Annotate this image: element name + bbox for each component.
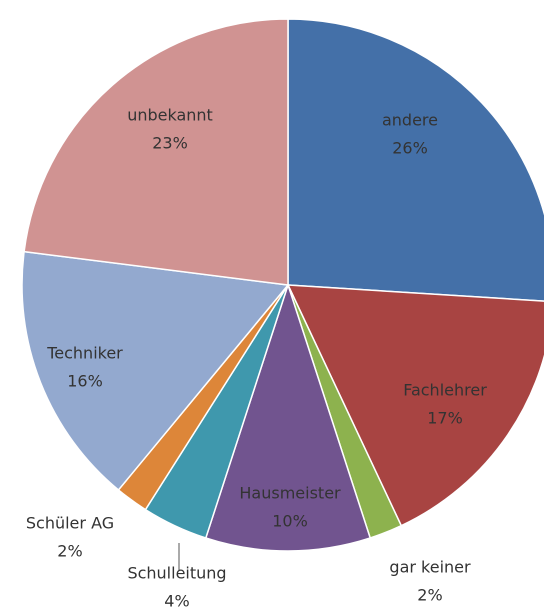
- slice-label: Techniker: [46, 344, 123, 363]
- pie-slice: [21, 250, 290, 492]
- slice-label: Hausmeister: [239, 484, 341, 503]
- slice-value-label: 23%: [152, 134, 188, 153]
- slice-value-label: 10%: [272, 512, 308, 531]
- pie-slice: [204, 282, 372, 552]
- pie-slice: [23, 18, 289, 286]
- slice-label: unbekannt: [127, 106, 213, 125]
- pie-slice: [287, 18, 544, 302]
- slice-value-label: 16%: [67, 372, 103, 391]
- slice-label: Schüler AG: [26, 514, 114, 533]
- slice-value-label: 4%: [164, 592, 189, 611]
- slice-value-label: 2%: [57, 542, 82, 561]
- slice-value-label: 17%: [427, 409, 463, 428]
- pie-slice: [286, 284, 544, 527]
- slice-label: andere: [382, 111, 438, 130]
- slice-label: gar keiner: [389, 558, 471, 577]
- slice-value-label: 2%: [417, 586, 442, 605]
- slice-value-label: 26%: [392, 139, 428, 158]
- slice-label: Schulleitung: [127, 564, 226, 583]
- slice-label: Fachlehrer: [403, 381, 487, 400]
